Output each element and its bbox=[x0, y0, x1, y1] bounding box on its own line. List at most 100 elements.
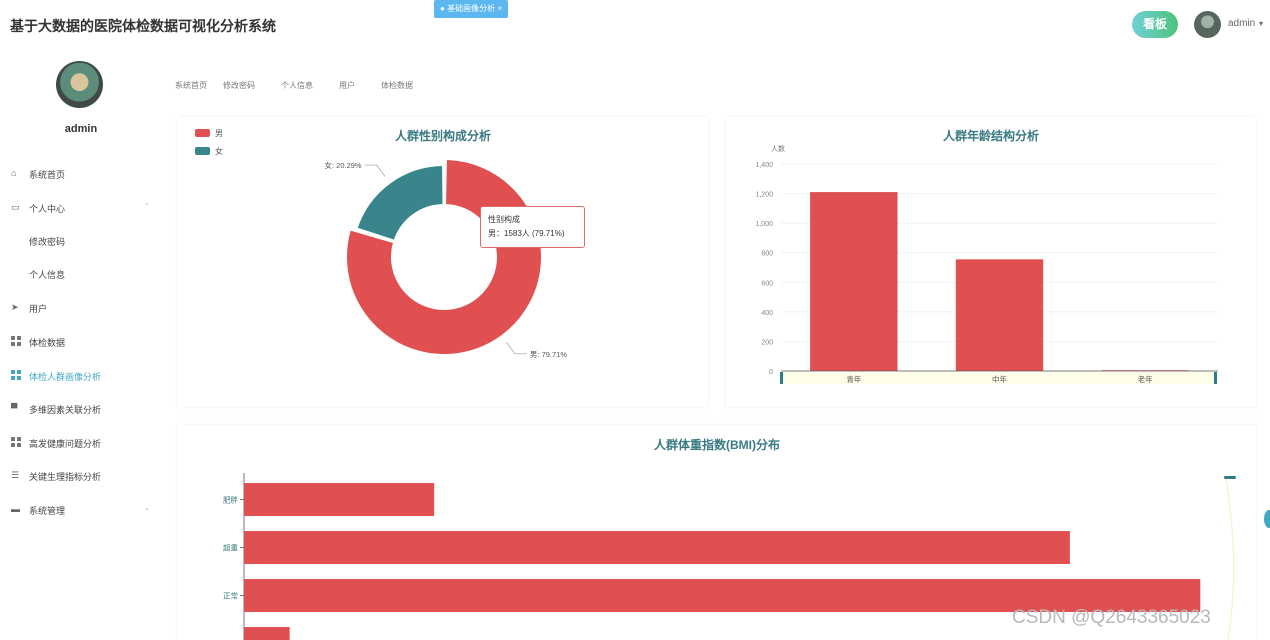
breadcrumb-item[interactable]: 体检数据 bbox=[381, 81, 413, 90]
y-tick-label: 1,000 bbox=[755, 221, 773, 228]
chevron-down-icon[interactable]: ▾ bbox=[1259, 19, 1264, 28]
grid-icon bbox=[11, 336, 21, 346]
sidebar-username: admin bbox=[64, 123, 98, 135]
pie-label-line bbox=[364, 164, 386, 177]
sidebar-item-label: 系统管理 bbox=[29, 506, 66, 516]
sidebar-item-home[interactable]: ⌂ 系统首页 bbox=[0, 162, 162, 186]
sidebar-item-label: 个人信息 bbox=[29, 270, 66, 280]
close-icon[interactable]: × bbox=[497, 4, 502, 13]
sidebar-item-change-password[interactable]: 修改密码 bbox=[0, 229, 162, 253]
breadcrumb: 系统首页 修改密码 个人信息 用户 体检数据 bbox=[175, 75, 525, 93]
bmi-bar bbox=[244, 483, 435, 516]
gender-pie-chart: 男女男: 79.71% 女: 20.29% bbox=[195, 129, 567, 359]
pie-slice bbox=[355, 163, 445, 243]
y-axis-label: 人数 bbox=[771, 144, 785, 153]
sidebar-item-key-indicators[interactable]: ☰ 关键生理指标分析 bbox=[0, 464, 162, 488]
header-username[interactable]: admin bbox=[1228, 18, 1256, 29]
send-icon: ➤ bbox=[11, 302, 19, 312]
legend-swatch bbox=[195, 147, 210, 155]
tooltip-text: 男：1583人 (79.71%) bbox=[488, 229, 565, 238]
y-tick-label: 600 bbox=[761, 280, 773, 287]
chart-title: 人群性别构成分析 bbox=[394, 129, 491, 143]
bmi-bar bbox=[244, 579, 1201, 612]
grid-icon bbox=[11, 437, 21, 447]
y-tick-label: 1,200 bbox=[755, 192, 773, 199]
breadcrumb-item[interactable]: 系统首页 bbox=[175, 81, 207, 90]
x-tick-label: 青年 bbox=[846, 374, 861, 384]
y-tick-label: 1,400 bbox=[755, 162, 773, 169]
y-tick-label: 800 bbox=[761, 251, 773, 258]
y-tick-label: 400 bbox=[761, 310, 773, 317]
sidebar-item-label: 个人中心 bbox=[29, 204, 66, 214]
sidebar-item-label: 体检数据 bbox=[29, 338, 66, 348]
app-title: 基于大数据的医院体检数据可视化分析系统 bbox=[10, 18, 276, 34]
sidebar-item-users[interactable]: ➤ 用户 bbox=[0, 296, 162, 320]
zoom-slider-outline bbox=[1225, 476, 1235, 640]
sidebar-item-system-management[interactable]: ▬ 系统管理 ⌄ bbox=[0, 498, 162, 522]
bmi-bar-chart: 肥胖超重正常偏瘦 bbox=[223, 473, 1235, 640]
grid-icon bbox=[11, 370, 21, 380]
tab-active-portrait[interactable]: ● 基础画像分析 × bbox=[434, 0, 508, 18]
sidebar: admin ⌂ 系统首页 ▭ 个人中心 ⌃ 修改密码 个人信息 ➤ 用户 体检数… bbox=[0, 50, 162, 640]
age-bar bbox=[810, 192, 898, 371]
y-tick-label: 超重 bbox=[223, 544, 238, 553]
chat-icon: ▀ bbox=[11, 403, 18, 413]
zoom-strip bbox=[782, 372, 1216, 384]
pie-label: 女: 20.29% bbox=[325, 160, 362, 170]
tooltip-title: 性别构成 bbox=[488, 215, 520, 224]
x-tick-label: 老年 bbox=[1138, 374, 1154, 384]
zoom-handle-left bbox=[780, 372, 783, 384]
dot-icon: ● bbox=[440, 4, 445, 13]
sidebar-item-label: 高发健康问题分析 bbox=[29, 439, 102, 449]
age-chart-card: 人群年龄结构分析 人数 0 200 400 600 800 1,000 1,200 1,400 青… bbox=[726, 117, 1256, 407]
sidebar-item-exam-data[interactable]: 体检数据 bbox=[0, 330, 162, 354]
sidebar-item-label: 用户 bbox=[29, 304, 48, 314]
sidebar-item-label: 体检人群画像分析 bbox=[29, 372, 102, 382]
sidebar-item-label: 系统首页 bbox=[29, 170, 66, 180]
legend-label: 男 bbox=[215, 129, 223, 138]
legend-label: 女 bbox=[215, 146, 223, 156]
pie-label: 男: 79.71% bbox=[530, 350, 567, 359]
bmi-bar bbox=[244, 531, 1070, 564]
side-float-button[interactable] bbox=[1264, 510, 1270, 528]
sidebar-avatar bbox=[56, 61, 103, 108]
list-icon: ☰ bbox=[11, 470, 20, 480]
breadcrumb-item[interactable]: 修改密码 bbox=[223, 81, 255, 90]
y-tick-label: 偏瘦 bbox=[223, 639, 238, 640]
age-bar-chart: 人数 0 200 400 600 800 1,000 1,200 1,400 青年 中年 老年 bbox=[755, 144, 1218, 384]
header-avatar[interactable] bbox=[1194, 11, 1221, 38]
monitor-icon: ▬ bbox=[11, 504, 20, 514]
legend-swatch bbox=[195, 129, 210, 137]
y-tick-label: 正常 bbox=[223, 592, 238, 601]
y-tick-label: 肥胖 bbox=[223, 495, 238, 505]
sidebar-item-health-issues[interactable]: 高发健康问题分析 bbox=[0, 431, 162, 455]
sidebar-item-personal-info[interactable]: 个人信息 bbox=[0, 262, 162, 286]
chart-title: 人群体重指数(BMI)分布 bbox=[654, 438, 780, 452]
home-icon: ⌂ bbox=[11, 168, 17, 178]
sidebar-item-factor-analysis[interactable]: ▀ 多维因素关联分析 bbox=[0, 397, 162, 421]
tab-label: 基础画像分析 bbox=[447, 4, 496, 13]
card-icon: ▭ bbox=[11, 202, 20, 212]
chevron-down-icon: ⌄ bbox=[144, 505, 150, 512]
y-tick-label: 0 bbox=[769, 369, 773, 376]
gender-chart-card: 人群性别构成分析 男女男: 79.71% 女: 20.29% bbox=[178, 117, 708, 407]
board-button[interactable]: 看板 bbox=[1132, 11, 1178, 38]
chart-title: 人群年龄结构分析 bbox=[942, 129, 1039, 143]
sidebar-item-label: 多维因素关联分析 bbox=[29, 405, 102, 415]
zoom-handle[interactable] bbox=[1224, 476, 1236, 479]
bmi-bar bbox=[244, 627, 290, 640]
y-tick-label: 200 bbox=[761, 339, 773, 346]
pie-label-line bbox=[506, 342, 527, 355]
chevron-up-icon: ⌃ bbox=[144, 203, 150, 210]
breadcrumb-item[interactable]: 用户 bbox=[339, 81, 355, 90]
pie-tooltip: 性别构成 男：1583人 (79.71%) bbox=[480, 206, 585, 248]
sidebar-item-portrait-analysis[interactable]: 体检人群画像分析 bbox=[0, 364, 162, 388]
sidebar-item-personal-center[interactable]: ▭ 个人中心 ⌃ bbox=[0, 196, 162, 220]
sidebar-item-label: 修改密码 bbox=[29, 237, 66, 247]
x-tick-label: 中年 bbox=[992, 374, 1007, 384]
breadcrumb-item[interactable]: 个人信息 bbox=[281, 81, 313, 90]
bmi-chart-card: 人群体重指数(BMI)分布 肥胖超重正常偏瘦 bbox=[178, 425, 1256, 640]
sidebar-item-label: 关键生理指标分析 bbox=[29, 472, 102, 482]
top-header: 基于大数据的医院体检数据可视化分析系统 看板 admin ▾ bbox=[0, 0, 1270, 50]
zoom-handle-right bbox=[1214, 372, 1217, 384]
